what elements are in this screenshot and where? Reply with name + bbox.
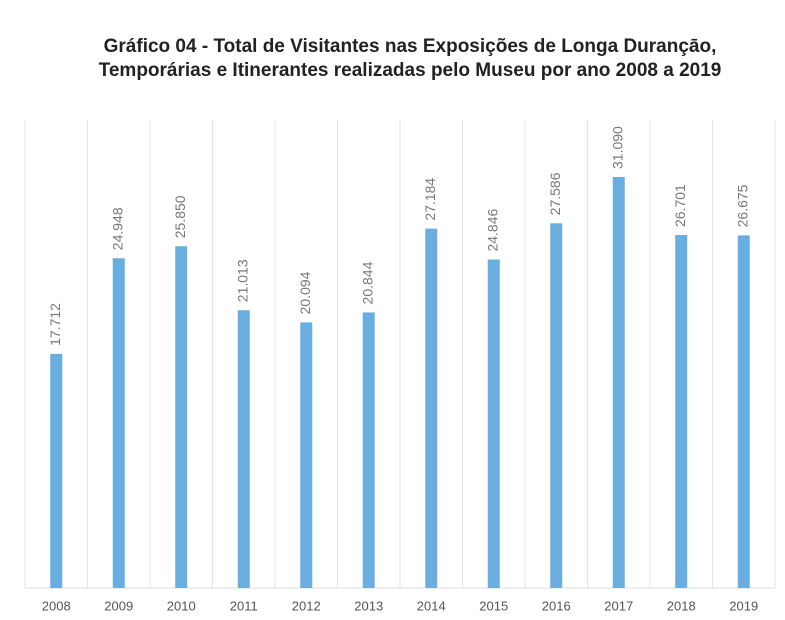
x-tick-label: 2009 xyxy=(104,598,133,613)
x-tick-label: 2017 xyxy=(604,598,633,613)
chart-title: Gráfico 04 - Total de Visitantes nas Exp… xyxy=(104,36,717,57)
value-label: 27.586 xyxy=(547,172,563,215)
x-tick-label: 2012 xyxy=(292,598,321,613)
value-label: 31.090 xyxy=(609,126,625,169)
chart-title: Temporárias e Itinerantes realizadas pel… xyxy=(99,60,722,81)
value-label: 21.013 xyxy=(234,259,250,302)
x-tick-label: 2016 xyxy=(542,598,571,613)
bar xyxy=(675,235,688,589)
value-label: 26.675 xyxy=(734,184,750,227)
value-label: 26.701 xyxy=(672,184,688,227)
bar xyxy=(300,322,313,588)
x-tick-label: 2019 xyxy=(729,598,758,613)
bar xyxy=(550,223,563,588)
x-tick-label: 2011 xyxy=(230,598,258,613)
value-label: 20.094 xyxy=(297,271,313,314)
value-label: 27.184 xyxy=(422,178,438,221)
bar xyxy=(237,310,250,588)
bar xyxy=(362,312,375,588)
x-tick-label: 2013 xyxy=(354,598,383,613)
value-label: 20.844 xyxy=(359,261,375,304)
value-label: 24.846 xyxy=(484,209,500,252)
value-label: 25.850 xyxy=(172,195,188,238)
x-tick-label: 2015 xyxy=(479,598,508,613)
x-tick-label: 2014 xyxy=(417,598,446,613)
x-tick-label: 2008 xyxy=(42,598,71,613)
x-tick-label: 2018 xyxy=(667,598,696,613)
bar xyxy=(487,259,500,588)
value-label: 17.712 xyxy=(47,303,63,346)
bar xyxy=(425,228,438,588)
bar xyxy=(50,353,63,588)
x-tick-label: 2010 xyxy=(167,598,196,613)
bar xyxy=(112,258,125,588)
bar xyxy=(737,235,750,588)
value-label: 24.948 xyxy=(109,207,125,250)
bar xyxy=(612,177,625,588)
bar xyxy=(175,246,188,588)
